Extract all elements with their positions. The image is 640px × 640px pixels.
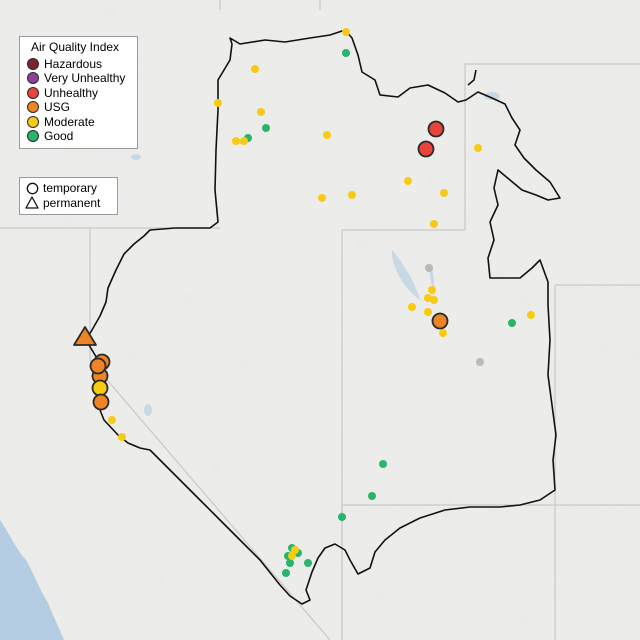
monitor-good[interactable] xyxy=(304,559,312,567)
monitor-moderate[interactable] xyxy=(323,131,331,139)
legend-item-unhealthy: Unhealthy xyxy=(25,86,131,101)
monitor-moderate[interactable] xyxy=(348,191,356,199)
monitor-moderate[interactable] xyxy=(214,99,222,107)
monitor-moderate[interactable] xyxy=(430,220,438,228)
legend-item-temporary: temporary xyxy=(25,181,111,196)
hazardous-swatch-icon xyxy=(27,57,39,70)
legend-item-moderate: Moderate xyxy=(25,115,131,130)
monitor-moderate[interactable] xyxy=(318,194,326,202)
lake xyxy=(144,404,152,416)
monitor-moderate[interactable] xyxy=(408,303,416,311)
monitor-moderate[interactable] xyxy=(232,137,240,145)
monitor-temporary-unhealthy[interactable] xyxy=(417,140,435,158)
ocean xyxy=(0,520,64,640)
monitor-moderate[interactable] xyxy=(428,286,436,294)
monitor-good[interactable] xyxy=(508,319,516,327)
monitor-good[interactable] xyxy=(342,49,350,57)
monitor-moderate[interactable] xyxy=(118,433,126,441)
legend-label: Good xyxy=(44,129,74,143)
monitor-good[interactable] xyxy=(338,513,346,521)
monitor-nodata[interactable] xyxy=(476,358,484,366)
monitor-moderate[interactable] xyxy=(404,177,412,185)
legend-label: USG xyxy=(44,100,71,114)
legend-label: temporary xyxy=(43,181,98,195)
monitor-moderate[interactable] xyxy=(440,189,448,197)
legend-item-very-unhealthy: Very Unhealthy xyxy=(25,71,131,86)
unhealthy-swatch-icon xyxy=(27,86,39,99)
monitor-moderate[interactable] xyxy=(527,311,535,319)
very-unhealthy-swatch-icon xyxy=(27,72,39,85)
monitor-temporary-usg[interactable] xyxy=(431,312,449,330)
monitor-type-legend: temporary permanent xyxy=(19,177,118,215)
monitor-moderate[interactable] xyxy=(251,65,259,73)
region-boundary xyxy=(85,29,561,605)
lake xyxy=(391,250,420,300)
monitor-moderate[interactable] xyxy=(257,108,265,116)
legend-item-usg: USG xyxy=(25,100,131,115)
legend-item-permanent: permanent xyxy=(25,196,111,211)
good-swatch-icon xyxy=(27,130,39,143)
monitor-moderate[interactable] xyxy=(342,28,350,36)
monitor-markers xyxy=(73,28,535,577)
monitor-moderate[interactable] xyxy=(108,416,116,424)
circle-outline-icon xyxy=(25,181,39,195)
legend-item-hazardous: Hazardous xyxy=(25,57,131,72)
triangle-outline-icon xyxy=(25,196,39,210)
monitor-moderate[interactable] xyxy=(474,144,482,152)
monitor-temporary-usg[interactable] xyxy=(92,393,110,411)
monitor-temporary-unhealthy[interactable] xyxy=(427,120,445,138)
monitor-good[interactable] xyxy=(282,569,290,577)
legend-label: Moderate xyxy=(44,114,95,129)
monitor-good[interactable] xyxy=(379,460,387,468)
monitor-moderate[interactable] xyxy=(439,329,447,337)
legend-title: Air Quality Index xyxy=(31,40,120,54)
lake xyxy=(484,92,500,100)
monitor-temporary-moderate[interactable] xyxy=(91,379,109,397)
monitor-permanent-usg[interactable] xyxy=(73,326,97,346)
monitor-good[interactable] xyxy=(262,124,270,132)
monitor-moderate[interactable] xyxy=(240,137,248,145)
legend-label: Unhealthy xyxy=(44,85,99,100)
monitor-moderate[interactable] xyxy=(288,552,296,560)
legend-item-good: Good xyxy=(25,129,131,144)
monitor-good[interactable] xyxy=(286,559,294,567)
monitor-moderate[interactable] xyxy=(291,546,299,554)
region-boundary xyxy=(467,69,477,86)
legend-label: Very Unhealthy xyxy=(44,71,126,85)
legend-label: permanent xyxy=(43,195,101,210)
monitor-nodata[interactable] xyxy=(425,264,433,272)
legend-label: Hazardous xyxy=(44,56,103,71)
monitor-moderate[interactable] xyxy=(424,308,432,316)
lake xyxy=(131,154,141,160)
monitor-good[interactable] xyxy=(368,492,376,500)
monitor-temporary-usg[interactable] xyxy=(89,357,107,375)
aqi-legend: Air Quality Index Hazardous Very Unhealt… xyxy=(19,36,138,149)
usg-swatch-icon xyxy=(27,101,39,114)
monitor-moderate[interactable] xyxy=(430,296,438,304)
moderate-swatch-icon xyxy=(27,115,39,128)
